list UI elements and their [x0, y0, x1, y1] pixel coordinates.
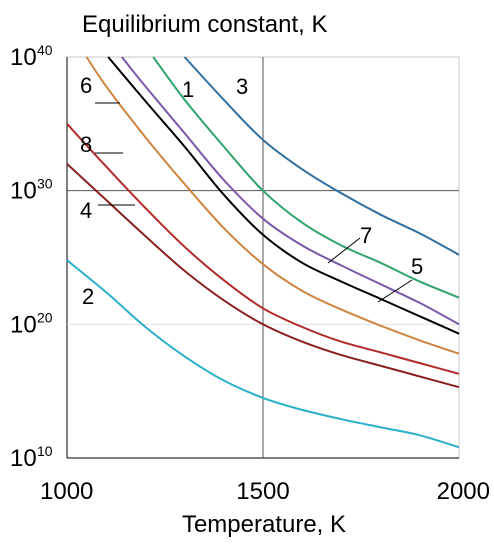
series-group: [66, 56, 460, 449]
series-line-4: [66, 163, 460, 389]
curve-label-6: 6: [80, 73, 92, 98]
series-line-2: [66, 259, 460, 449]
y-tick-exponent: 10: [37, 443, 53, 459]
y-tick-exponent: 40: [37, 42, 53, 58]
grid: [66, 56, 460, 459]
curve-label-1: 1: [182, 77, 194, 102]
y-tick-label: 10: [10, 311, 37, 338]
series-line-7: [121, 56, 460, 326]
series-line-1: [152, 56, 460, 299]
series-line-5: [107, 56, 460, 335]
y-tick-exponent: 30: [37, 176, 53, 192]
curve-label-3: 3: [236, 74, 248, 99]
x-tick-label: 1500: [236, 478, 289, 505]
curve-label-2: 2: [82, 284, 94, 309]
curve-label-7: 7: [360, 223, 372, 248]
y-tick-label: 10: [10, 445, 37, 472]
series-line-6: [85, 56, 460, 355]
series-line-3: [183, 56, 460, 256]
curve-labels: 3 1 7 5 6 8 4 2: [80, 73, 423, 309]
y-tick-label: 10: [10, 178, 37, 205]
series-line-8: [66, 123, 460, 375]
leader-line-5: [377, 279, 413, 303]
y-tick-label: 10: [10, 44, 37, 71]
x-axis-label: Temperature, K: [182, 511, 346, 538]
curve-label-4: 4: [80, 198, 92, 223]
leader-line-7: [327, 237, 361, 264]
y-tick-exponent: 20: [37, 309, 53, 325]
x-tick-label: 2000: [437, 478, 490, 505]
curve-label-8: 8: [80, 132, 92, 157]
x-tick-label: 1000: [40, 478, 93, 505]
chart-title: Equilibrium constant, K: [82, 11, 327, 38]
curve-label-5: 5: [411, 254, 423, 279]
